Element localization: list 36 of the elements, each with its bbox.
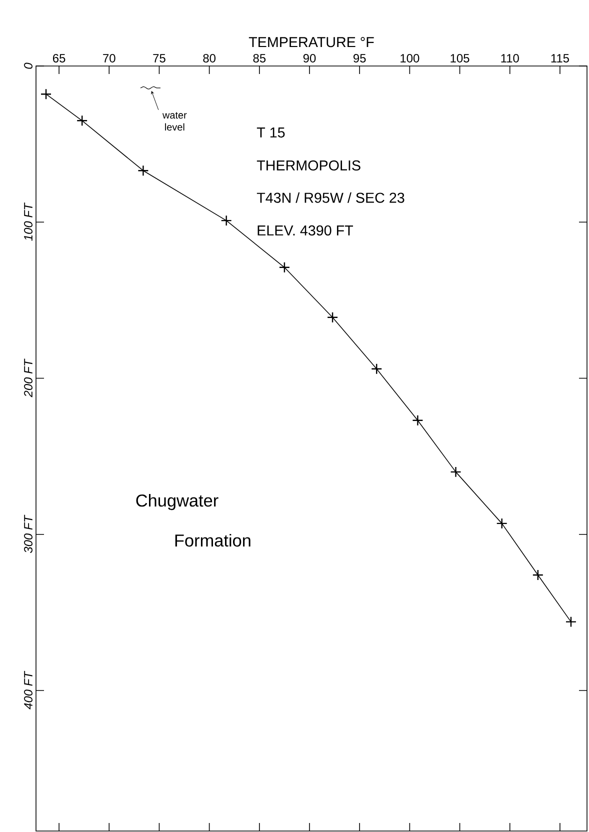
point (278, 262, 290, 273)
annotation: water level (162, 112, 187, 131)
point (371, 363, 382, 374)
point (326, 312, 338, 323)
x-tick-label: 65 (53, 54, 66, 62)
x-tick-label: 110 (501, 54, 519, 62)
point (138, 165, 149, 176)
x-tick-label: 70 (103, 54, 116, 62)
annotation: Chugwater (136, 494, 218, 510)
x-tick-label: 105 (450, 54, 470, 62)
annotation: ELEV. 4390 FT (258, 225, 354, 236)
y-tick-label: 0 (24, 62, 32, 69)
annotation: T43N / R95W / SEC 23 (256, 192, 404, 203)
x-tick-label: 115 (551, 54, 569, 62)
x-tick-label: 80 (203, 54, 216, 62)
point (450, 466, 462, 478)
point (76, 115, 88, 126)
x-axis-title: TEMPERATURE °F (248, 37, 374, 48)
x-tick-label: 85 (253, 54, 266, 62)
annotation: Formation (175, 534, 250, 547)
point (412, 414, 424, 426)
x-tick-label: 90 (303, 54, 316, 62)
y-tick-label: 200 FT (24, 358, 32, 398)
y-tick-label: 400 FT (24, 670, 32, 710)
point (220, 214, 232, 226)
point (532, 569, 544, 581)
annotation: THERMOPOLIS (256, 160, 360, 171)
x-tick-label: 75 (153, 54, 166, 62)
y-tick-label: 100 FT (24, 202, 32, 241)
x-tick-label: 100 (400, 54, 420, 62)
x-tick-label: 95 (354, 54, 366, 62)
point (496, 518, 508, 530)
annotation: T 15 (256, 128, 285, 138)
point (40, 88, 52, 100)
y-tick-label: 300 FT (24, 514, 32, 554)
point (565, 616, 577, 628)
